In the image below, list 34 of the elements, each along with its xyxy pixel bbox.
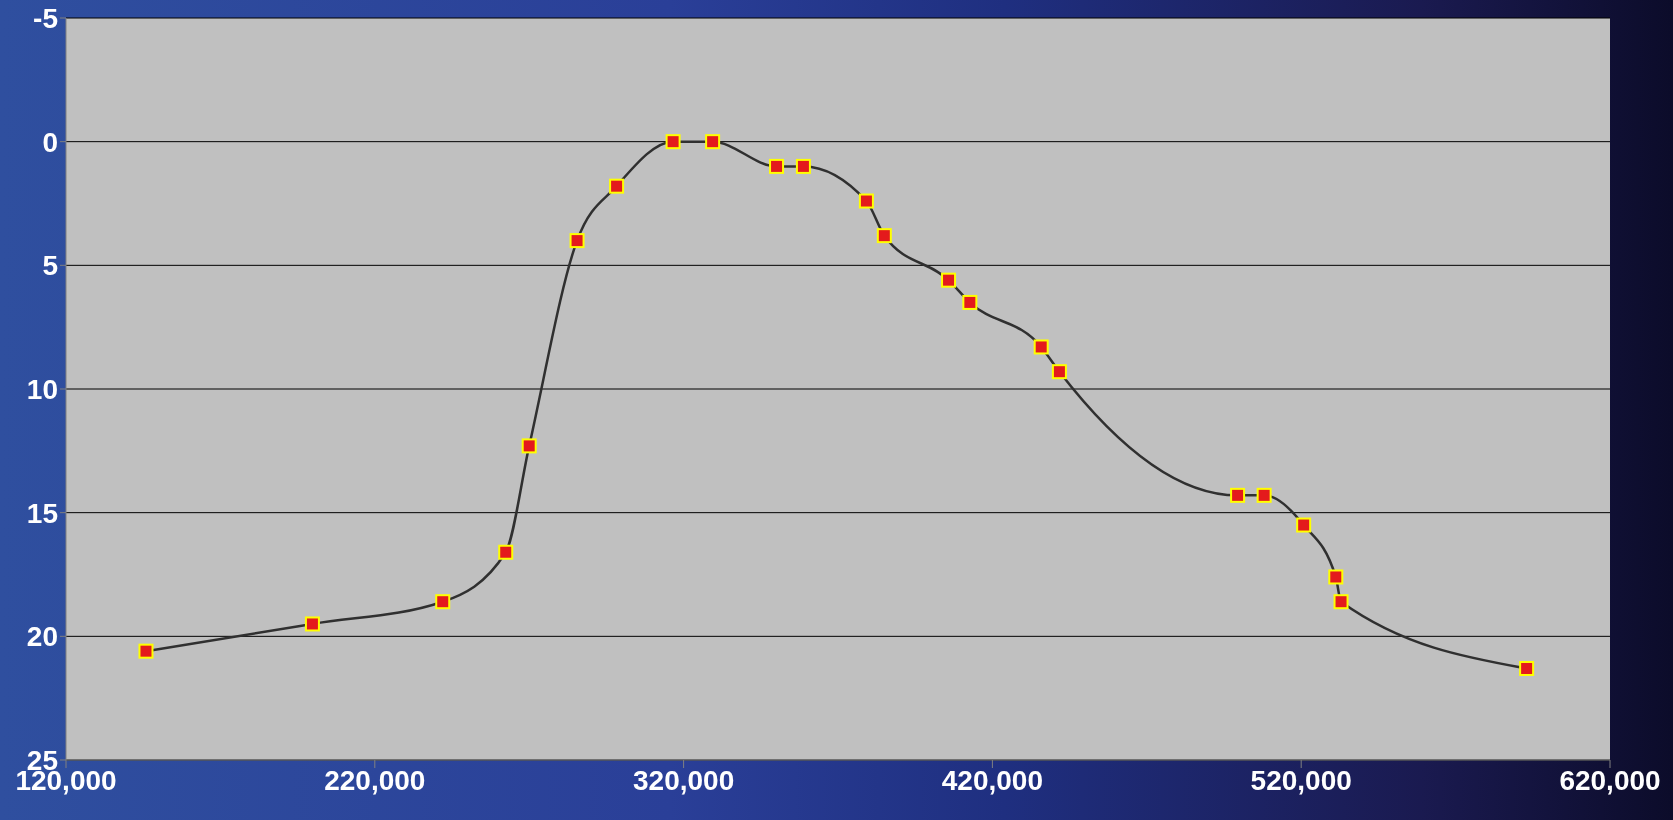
- point: [1230, 487, 1246, 503]
- y-tick-label: 20: [26, 621, 58, 653]
- y-tick-label: 10: [26, 373, 58, 405]
- point: [876, 228, 892, 244]
- x-tick-label: 520,000: [1250, 764, 1352, 796]
- point: [858, 193, 874, 209]
- point: [435, 594, 451, 610]
- point: [304, 616, 320, 632]
- point: [609, 178, 625, 194]
- point: [498, 544, 514, 560]
- y-tick-label: 15: [26, 497, 58, 529]
- point: [1296, 517, 1312, 533]
- x-tick-label: 220,000: [324, 764, 426, 796]
- y-tick-label: 0: [42, 126, 58, 158]
- point: [795, 158, 811, 174]
- point: [1033, 339, 1049, 355]
- point: [665, 134, 681, 150]
- point: [569, 233, 585, 249]
- point: [521, 438, 537, 454]
- point: [1328, 569, 1344, 585]
- x-tick-label: 420,000: [941, 764, 1044, 796]
- point: [1051, 364, 1067, 380]
- point: [962, 294, 978, 310]
- point: [1256, 487, 1272, 503]
- point: [138, 643, 154, 659]
- y-tick-label: 5: [42, 250, 58, 282]
- y-tick-label: -5: [33, 2, 58, 34]
- point: [1519, 660, 1535, 676]
- x-tick-label: 320,000: [632, 764, 735, 796]
- point: [705, 134, 721, 150]
- x-tick-label: 620,000: [1559, 764, 1661, 796]
- point: [1333, 594, 1349, 610]
- point: [941, 272, 957, 288]
- point: [769, 158, 785, 174]
